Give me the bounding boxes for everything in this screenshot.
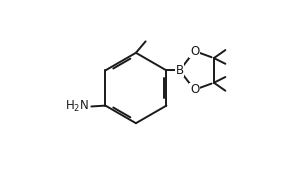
Text: O: O [190, 83, 199, 96]
Text: H$_2$N: H$_2$N [65, 99, 90, 114]
Text: O: O [190, 45, 199, 58]
Text: B: B [176, 64, 184, 77]
